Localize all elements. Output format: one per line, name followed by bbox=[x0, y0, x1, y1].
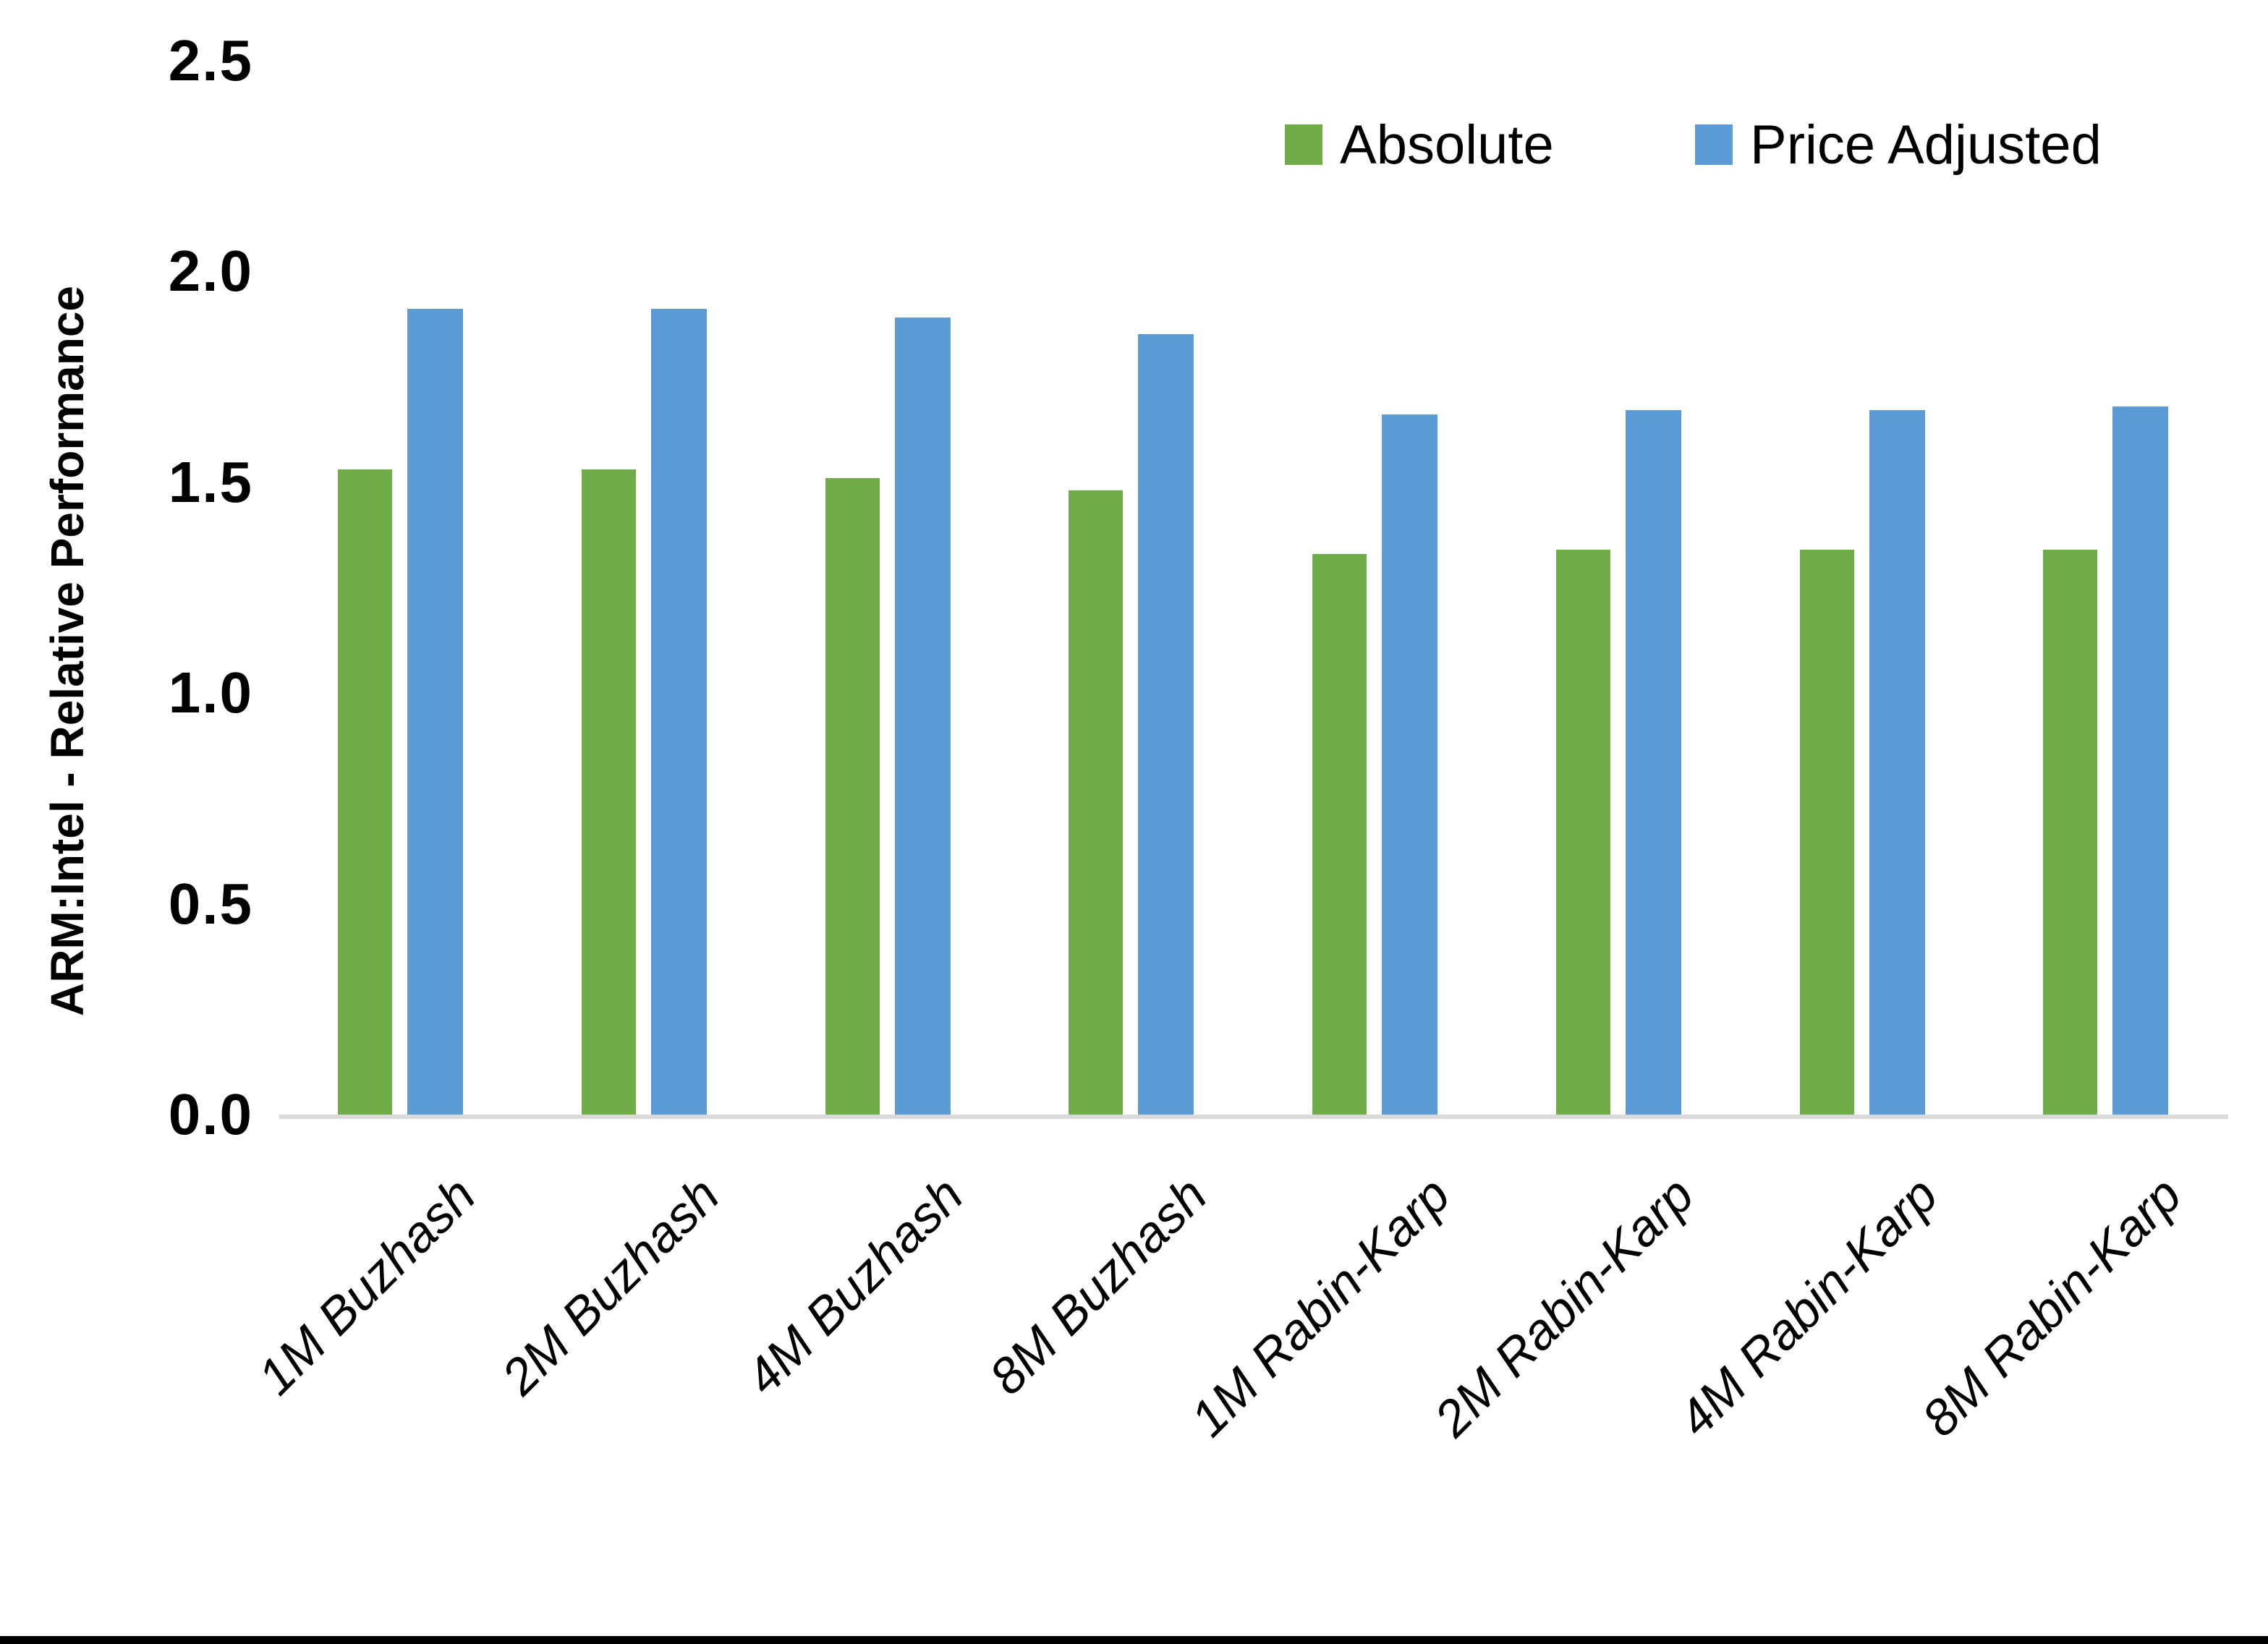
bar-absolute-2m-rabin-karp bbox=[1555, 549, 1610, 1115]
y-tick-label-1.0: 1.0 bbox=[168, 660, 253, 725]
bar-price-adjusted-4m-buzhash bbox=[894, 318, 951, 1115]
bar-absolute-4m-buzhash bbox=[825, 477, 880, 1115]
legend-label: Price Adjusted bbox=[1750, 114, 2102, 176]
legend-item-price-adjusted: Price Adjusted bbox=[1695, 114, 2102, 176]
bottom-border-bar bbox=[0, 1636, 2268, 1644]
y-tick-label-0.0: 0.0 bbox=[168, 1082, 253, 1146]
y-tick-label-2.5: 2.5 bbox=[168, 27, 253, 93]
legend-swatch-icon bbox=[1285, 124, 1322, 165]
bar-absolute-1m-buzhash bbox=[338, 469, 392, 1115]
legend-swatch-icon bbox=[1695, 124, 1733, 165]
bar-price-adjusted-2m-rabin-karp bbox=[1625, 410, 1681, 1115]
bar-price-adjusted-2m-buzhash bbox=[650, 309, 707, 1115]
bar-absolute-2m-buzhash bbox=[581, 469, 636, 1115]
bar-absolute-1m-rabin-karp bbox=[1312, 553, 1367, 1115]
legend-item-absolute: Absolute bbox=[1285, 114, 1554, 176]
y-tick-label-1.5: 1.5 bbox=[168, 449, 253, 514]
bar-absolute-8m-buzhash bbox=[1069, 490, 1124, 1115]
bar-price-adjusted-8m-buzhash bbox=[1138, 334, 1194, 1115]
bar-price-adjusted-1m-rabin-karp bbox=[1382, 414, 1437, 1115]
y-tick-label-0.5: 0.5 bbox=[168, 871, 253, 936]
bar-price-adjusted-8m-rabin-karp bbox=[2112, 406, 2169, 1115]
bar-price-adjusted-4m-rabin-karp bbox=[1869, 410, 1925, 1115]
legend-label: Absolute bbox=[1340, 114, 1554, 176]
y-tick-label-2.0: 2.0 bbox=[168, 239, 253, 303]
x-axis-baseline bbox=[279, 1115, 2228, 1119]
bar-absolute-8m-rabin-karp bbox=[2043, 549, 2098, 1115]
bar-absolute-4m-rabin-karp bbox=[1799, 549, 1854, 1115]
bar-price-adjusted-1m-buzhash bbox=[407, 309, 463, 1115]
